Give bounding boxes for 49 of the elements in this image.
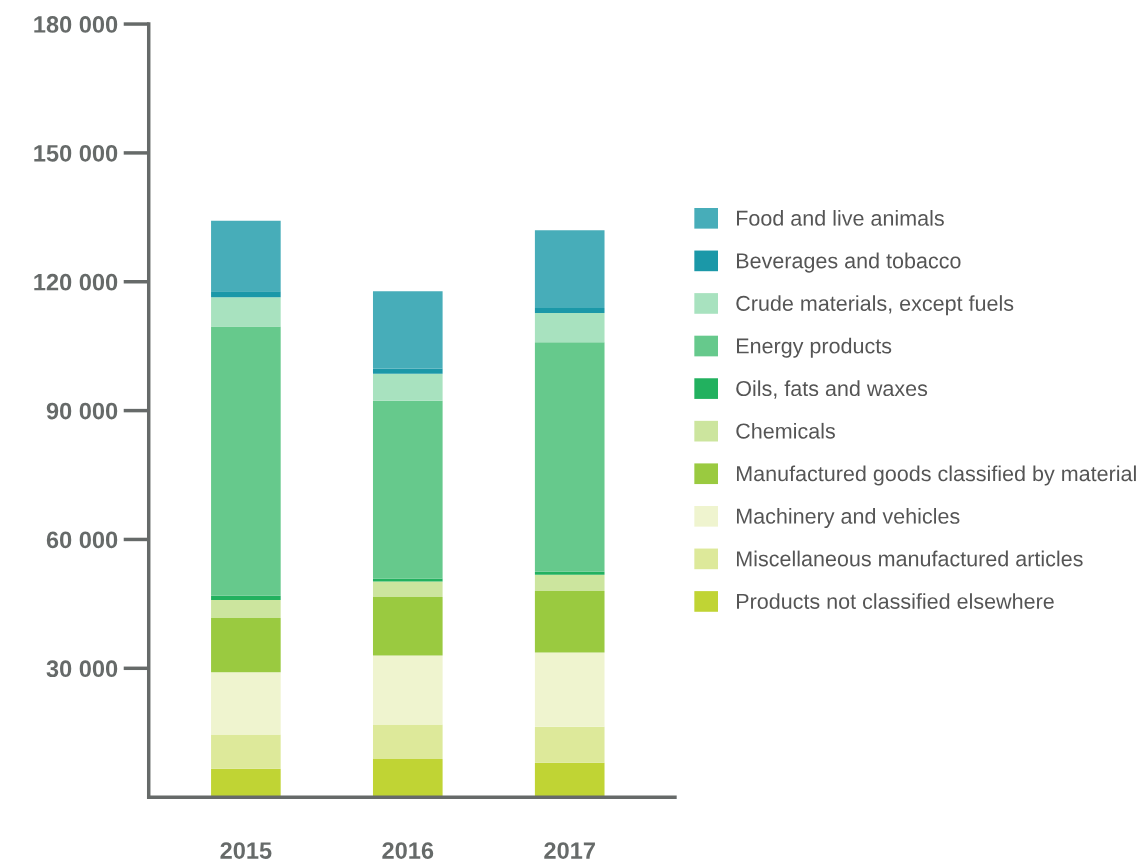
bar — [372, 724, 443, 759]
bar — [534, 307, 605, 314]
bar — [211, 618, 281, 673]
bar — [534, 342, 605, 572]
bar — [372, 758, 443, 798]
y-tick-label: 60 000 — [46, 531, 118, 549]
x-tick-label: 2017 — [544, 842, 595, 859]
bar — [372, 581, 443, 598]
legend-label: Beverages and tobacco — [737, 252, 961, 273]
bar — [534, 590, 605, 653]
bar — [211, 326, 281, 596]
legend-label: Oils, fats and waxes — [736, 380, 928, 399]
bar — [372, 291, 443, 369]
bar — [211, 672, 281, 735]
x-tick-label: 2015 — [220, 842, 272, 859]
legend-label: Energy products — [737, 337, 892, 358]
bar — [211, 734, 281, 769]
bar — [534, 230, 605, 308]
legend-label: Manufactured goods classified by material — [737, 465, 1136, 486]
y-tick-label: 180 000 — [34, 16, 118, 33]
bar — [534, 652, 605, 727]
y-tick-label: 90 000 — [46, 402, 118, 420]
bar — [534, 726, 605, 763]
legend-label: Miscellaneous manufactured articles — [737, 550, 1083, 567]
legend-label: Machinery and vehicles — [737, 508, 960, 529]
y-tick-label: 150 000 — [34, 144, 118, 162]
bar — [534, 571, 605, 575]
bar — [211, 768, 281, 798]
legend-label: Crude materials, except fuels — [736, 295, 1014, 316]
bar — [372, 368, 443, 374]
bar — [372, 597, 443, 656]
bar — [211, 297, 281, 327]
bar — [211, 595, 281, 601]
bar — [211, 291, 281, 298]
bar — [534, 313, 605, 343]
bar — [211, 220, 281, 292]
bar — [372, 655, 443, 725]
bar — [372, 373, 443, 401]
y-tick-label: 120 000 — [34, 273, 118, 291]
legend-label: Chemicals — [736, 422, 835, 439]
y-tick-label: 30 000 — [46, 660, 118, 678]
legend-label: Products not classified elsewhere — [737, 593, 1054, 609]
x-tick-label: 2016 — [382, 842, 434, 859]
bar — [534, 762, 605, 798]
bar — [372, 578, 443, 582]
bar — [372, 400, 443, 579]
legend-label: Food and live animals — [737, 210, 944, 226]
bar — [534, 574, 605, 591]
bar — [211, 600, 281, 619]
